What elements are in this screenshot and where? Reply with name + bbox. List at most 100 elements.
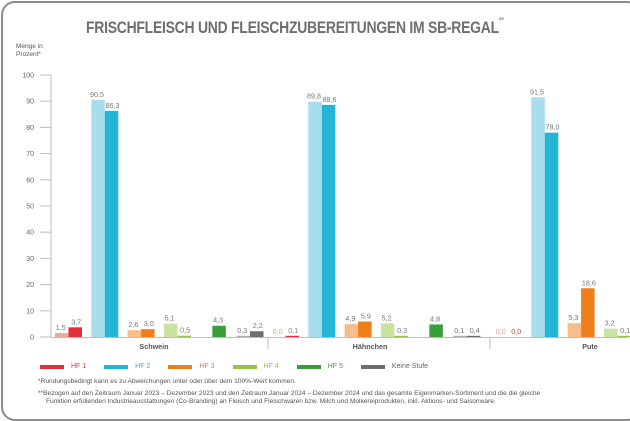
legend-label: Keine Stufe (391, 363, 429, 370)
legend-swatch (232, 364, 257, 369)
data-label: 3,0 (144, 319, 154, 328)
legend-label: HF 4 (263, 363, 279, 370)
y-axis-label-line1: Menge in (16, 43, 43, 50)
bar-hähnchen-hf-2-2023 (308, 101, 322, 337)
y-tick-label: 10 (26, 308, 34, 315)
legend-label: HF 2 (135, 363, 151, 370)
y-tick-label: 20 (26, 282, 34, 289)
data-label: 88,6 (323, 95, 337, 104)
category-label-hähnchen: Hähnchen (353, 342, 388, 351)
y-tick-label: 40 (26, 230, 34, 237)
footnote-period-line2: Funktion erfüllenden Industrieausstattun… (46, 398, 496, 405)
legend-label: HF 5 (327, 363, 343, 370)
category-label-schwein: Schwein (139, 342, 168, 351)
data-label: 89,8 (307, 92, 321, 101)
bar-schwein-keine-stufe-2024 (250, 331, 264, 337)
y-tick-label: 50 (26, 204, 34, 211)
legend-item-hf5: HF 5 (296, 363, 343, 370)
y-tick-label: 60 (26, 177, 34, 184)
y-axis-label-line2: Prozent* (16, 51, 41, 58)
bar-pute-hf-3-2024 (581, 288, 595, 337)
data-label: 5,3 (568, 313, 578, 322)
data-label: 0,1 (288, 326, 298, 335)
data-label: 91,5 (530, 87, 544, 96)
data-label: 0,0 (496, 327, 506, 336)
data-label: 4,8 (430, 314, 440, 323)
bar-schwein-hf-2-2023 (91, 99, 105, 337)
bar-schwein-hf-3-2023 (127, 330, 142, 337)
data-label: 2,2 (253, 321, 263, 330)
y-tick-label: 100 (22, 73, 34, 80)
data-label: 0,5 (180, 326, 190, 335)
bar-hähnchen-hf-5-2024 (429, 324, 443, 337)
data-label: 90,5 (90, 90, 104, 99)
bar-hähnchen-hf-1-2024 (285, 335, 299, 337)
bar-hähnchen-hf-2-2024 (321, 104, 336, 337)
legend-swatch (296, 364, 321, 369)
y-tick-label: 70 (26, 151, 34, 158)
footnote-rounding: *Rundungsbedingt kann es zu Abweichungen… (38, 378, 296, 385)
legend-swatch (104, 364, 129, 369)
y-tick-label: 0 (30, 335, 34, 342)
data-label: 2,6 (128, 320, 138, 329)
bar-pute-hf-4-2023 (603, 328, 618, 337)
bar-hähnchen-hf-4-2023 (380, 323, 395, 337)
chart-title-text: FRISCHFLEISCH UND FLEISCHZUBEREITUNGEN I… (86, 18, 499, 37)
bar-hähnchen-hf-4-2024 (394, 335, 408, 337)
bar-pute-hf-3-2023 (567, 323, 582, 337)
data-label: 0,1 (620, 326, 630, 335)
data-label: 5,1 (165, 314, 175, 323)
data-label: 0,3 (397, 326, 407, 335)
data-label: 0,0 (511, 327, 521, 336)
bar-schwein-hf-4-2023 (163, 323, 178, 337)
legend-item-hf3: HF 3 (168, 363, 215, 370)
bar-pute-hf-2-2023 (531, 97, 545, 338)
title-footnote-marker: ** (498, 16, 504, 25)
legend-label: HF 3 (199, 363, 215, 370)
bar-hähnchen-hf-3-2023 (344, 324, 359, 337)
bar-chart: 0 10 20 30 40 50 60 70 80 90 100 1,5 3,7 90,586,3 2,6 3… (22, 73, 630, 351)
data-label: 3,2 (605, 319, 615, 328)
y-tick-label: 30 (26, 256, 34, 263)
data-label: 4,9 (345, 314, 355, 323)
legend-swatch (168, 364, 193, 369)
legend-item-hf1: HF 1 (40, 363, 86, 370)
bar-hähnchen-keine-stufe-2024 (467, 335, 481, 337)
legend: HF 1 HF 2 HF 3 HF 4 HF 5 Keine Stufe (40, 363, 446, 370)
legend-swatch (360, 364, 385, 369)
bar-schwein-keine-stufe-2023 (236, 335, 250, 337)
data-label: 5,2 (382, 313, 392, 322)
data-label: 0,0 (273, 327, 283, 336)
data-label: 0,4 (470, 326, 480, 335)
chart-title: FRISCHFLEISCH UND FLEISCHZUBEREITUNGEN I… (86, 16, 504, 38)
bar-schwein-hf-2-2024 (104, 110, 119, 337)
category-label-pute: Pute (582, 342, 598, 351)
y-tick-label: 90 (26, 99, 34, 106)
legend-item-keine-stufe: Keine Stufe (360, 363, 429, 370)
bar-schwein-hf-1-2023 (55, 333, 69, 337)
data-label: 0,1 (454, 326, 464, 335)
legend-label: HF 1 (71, 363, 87, 370)
bar-schwein-hf-4-2024 (177, 335, 191, 337)
data-label: 1,5 (56, 323, 66, 332)
data-label: 4,3 (213, 316, 223, 325)
data-label: 86,3 (106, 101, 120, 110)
y-axis-label: Menge in Prozent* (16, 43, 56, 59)
y-tick-label: 80 (26, 125, 34, 132)
bar-hähnchen-hf-3-2024 (358, 321, 372, 337)
data-label: 0,3 (237, 326, 247, 335)
legend-item-hf2: HF 2 (104, 363, 150, 370)
data-label: 78,0 (546, 123, 560, 132)
legend-item-hf4: HF 4 (232, 363, 279, 370)
bar-pute-hf-2-2024 (544, 132, 559, 337)
bar-pute-hf-4-2024 (617, 335, 630, 337)
legend-swatch (40, 364, 64, 369)
bar-hähnchen-keine-stufe-2023 (453, 335, 467, 337)
bar-schwein-hf-1-2024 (68, 327, 82, 337)
data-label: 3,7 (71, 317, 81, 326)
footnote-period-line1: **Bezogen auf den Zeitraum Januar 2023 –… (38, 390, 541, 397)
data-label: 18,6 (582, 278, 596, 287)
data-label: 5,9 (361, 312, 371, 321)
bar-schwein-hf-5-2024 (212, 325, 226, 337)
bar-schwein-hf-3-2024 (141, 329, 155, 337)
